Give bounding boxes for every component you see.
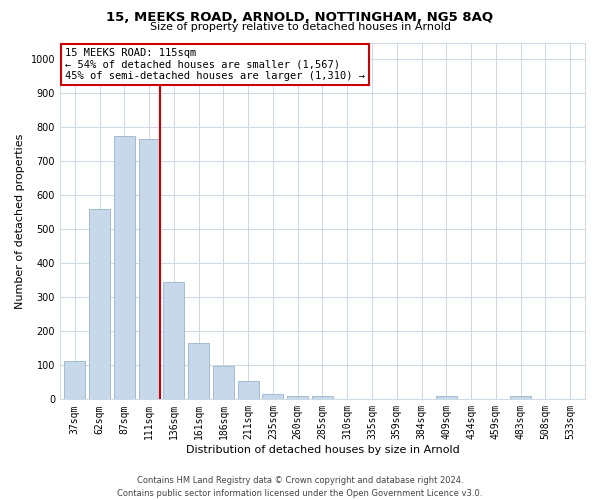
Bar: [262, 394, 283, 400]
Bar: [238, 382, 259, 400]
Y-axis label: Number of detached properties: Number of detached properties: [15, 133, 25, 308]
Bar: [510, 396, 531, 400]
Text: Size of property relative to detached houses in Arnold: Size of property relative to detached ho…: [149, 22, 451, 32]
X-axis label: Distribution of detached houses by size in Arnold: Distribution of detached houses by size …: [185, 445, 460, 455]
Bar: [213, 366, 234, 400]
Bar: [188, 344, 209, 400]
Bar: [287, 396, 308, 400]
Text: Contains HM Land Registry data © Crown copyright and database right 2024.
Contai: Contains HM Land Registry data © Crown c…: [118, 476, 482, 498]
Bar: [312, 396, 333, 400]
Bar: [114, 136, 135, 400]
Text: 15 MEEKS ROAD: 115sqm
← 54% of detached houses are smaller (1,567)
45% of semi-d: 15 MEEKS ROAD: 115sqm ← 54% of detached …: [65, 48, 365, 81]
Bar: [139, 140, 160, 400]
Bar: [64, 361, 85, 400]
Bar: [436, 396, 457, 400]
Bar: [163, 282, 184, 400]
Text: 15, MEEKS ROAD, ARNOLD, NOTTINGHAM, NG5 8AQ: 15, MEEKS ROAD, ARNOLD, NOTTINGHAM, NG5 …: [106, 11, 494, 24]
Bar: [89, 209, 110, 400]
